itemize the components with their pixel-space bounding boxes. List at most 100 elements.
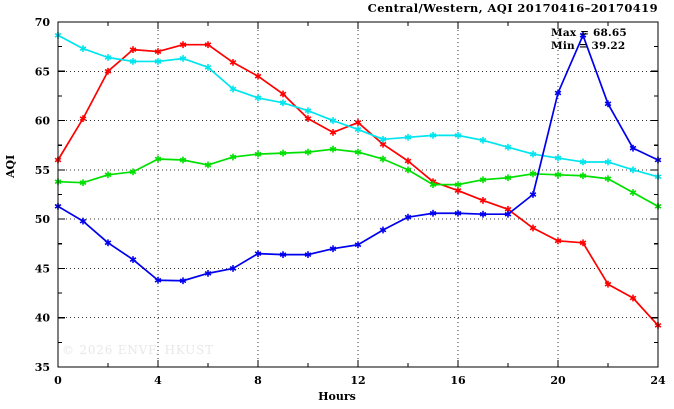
data-point-marker <box>104 54 112 61</box>
series-layer <box>54 31 662 329</box>
data-point-marker <box>479 136 487 144</box>
data-point-marker <box>104 239 112 247</box>
data-point-marker <box>354 148 362 156</box>
data-point-marker <box>354 241 362 249</box>
data-point-marker <box>454 209 462 217</box>
y-axis-label: AQI <box>4 154 17 178</box>
data-point-marker <box>254 94 262 102</box>
data-point-marker <box>604 158 612 166</box>
x-tick-label: 0 <box>54 374 62 387</box>
data-point-marker <box>154 155 162 163</box>
data-point-marker <box>129 168 137 176</box>
data-point-marker <box>454 131 462 139</box>
data-point-marker <box>104 67 112 75</box>
data-point-marker <box>179 156 187 164</box>
y-tick-label: 45 <box>35 262 50 275</box>
x-tick-label: 8 <box>254 374 262 387</box>
data-point-marker <box>154 58 162 65</box>
data-point-marker <box>129 256 137 263</box>
data-point-marker <box>229 59 237 66</box>
data-point-marker <box>504 210 512 218</box>
data-point-marker <box>154 48 162 55</box>
x-tick-label: 4 <box>154 374 162 387</box>
data-point-marker <box>579 239 587 247</box>
data-point-marker <box>629 144 637 152</box>
x-tick-label: 24 <box>650 374 666 387</box>
chart-title: Central/Western, AQI 20170416–20170419 <box>367 1 658 15</box>
series-20170417 <box>54 31 662 181</box>
y-tick-label: 35 <box>35 361 50 374</box>
data-point-marker <box>604 280 612 288</box>
data-point-marker <box>279 149 287 157</box>
data-point-marker <box>129 46 137 53</box>
data-point-marker <box>529 224 537 232</box>
data-point-marker <box>404 213 412 221</box>
data-point-marker <box>179 55 187 62</box>
tick-label-layer: 0 4 8 12 16 20 24 35 40 45 50 55 60 65 70 <box>35 16 666 387</box>
legend-min-label: Min = 39.22 <box>551 40 626 52</box>
series-20170419 <box>54 31 662 285</box>
data-point-marker <box>279 251 287 259</box>
data-point-marker <box>204 41 212 49</box>
data-point-marker <box>204 269 212 277</box>
y-tick-label: 60 <box>35 115 51 128</box>
x-tick-label: 16 <box>450 374 466 387</box>
data-point-marker <box>329 245 337 253</box>
data-point-marker <box>579 172 587 180</box>
data-point-marker <box>304 251 312 259</box>
data-point-marker <box>204 63 212 71</box>
data-point-marker <box>429 209 437 217</box>
data-point-marker <box>79 179 87 187</box>
data-point-marker <box>229 265 237 272</box>
data-point-marker <box>479 176 487 184</box>
data-point-marker <box>504 143 512 151</box>
data-point-marker <box>404 133 412 141</box>
data-point-marker <box>529 191 537 198</box>
x-tick-label: 12 <box>350 374 365 387</box>
data-point-marker <box>279 99 287 107</box>
data-point-marker <box>179 41 187 49</box>
data-point-marker <box>554 237 562 245</box>
data-point-marker <box>404 166 412 174</box>
data-point-marker <box>629 166 637 174</box>
series-20170418 <box>54 145 662 210</box>
data-point-marker <box>579 158 587 166</box>
data-point-marker <box>279 90 287 98</box>
data-point-marker <box>229 85 237 93</box>
data-point-marker <box>379 226 387 234</box>
stats-legend: Max = 68.65 Min = 39.22 <box>551 27 627 53</box>
data-point-marker <box>354 119 362 126</box>
data-point-marker <box>179 277 187 285</box>
data-point-marker <box>429 131 437 139</box>
data-point-marker <box>79 115 87 122</box>
data-point-marker <box>629 189 637 196</box>
x-tick-label: 20 <box>550 374 566 387</box>
data-point-marker <box>304 115 312 122</box>
data-point-marker <box>404 157 412 165</box>
data-point-marker <box>629 294 637 302</box>
data-point-marker <box>229 153 237 161</box>
data-point-marker <box>104 171 112 179</box>
data-point-marker <box>329 145 337 153</box>
data-point-marker <box>529 170 537 178</box>
data-point-marker <box>379 135 387 143</box>
data-point-marker <box>529 150 537 158</box>
y-tick-label: 55 <box>35 164 50 177</box>
data-point-marker <box>604 175 612 183</box>
data-point-marker <box>479 197 487 204</box>
legend-max-label: Max = 68.65 <box>551 27 627 39</box>
data-point-marker <box>329 129 337 136</box>
y-tick-label: 50 <box>35 213 51 226</box>
x-axis-label: Hours <box>318 390 356 403</box>
data-point-marker <box>579 31 587 39</box>
watermark: © 2026 ENVF, HKUST <box>62 343 214 357</box>
series-20170416 <box>54 41 662 329</box>
axes-layer <box>57 21 659 368</box>
data-point-marker <box>454 181 462 189</box>
data-point-marker <box>304 107 312 115</box>
y-tick-label: 70 <box>35 16 51 29</box>
data-point-marker <box>379 155 387 163</box>
data-point-marker <box>79 217 87 225</box>
